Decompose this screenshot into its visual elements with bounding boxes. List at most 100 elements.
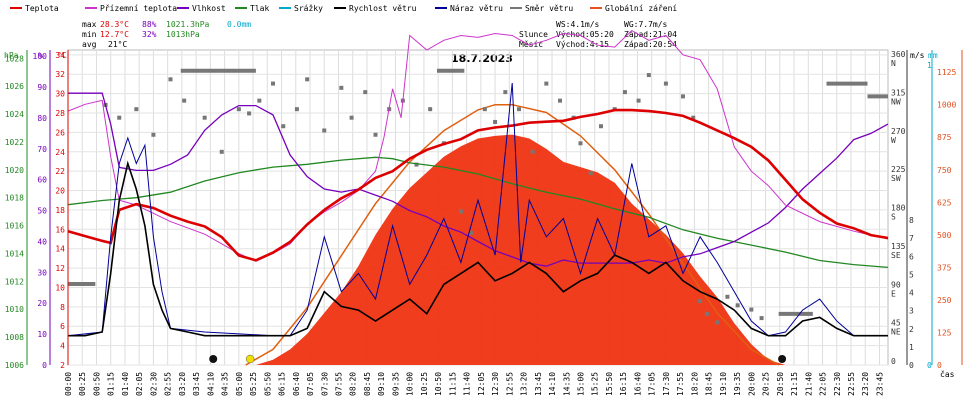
wind-direction-point [698,299,703,304]
tick-label-time: 23:45 [875,372,884,396]
series-wind-speed [68,160,888,337]
tick-label-time: 13:20 [520,372,529,396]
unit-mm: mm [928,51,938,60]
wind-direction-point [530,149,535,154]
wind-direction-point [636,98,641,103]
tick-label-hpa: 1016 [5,222,24,231]
legend-wind: Rychlost větru [349,4,417,13]
tick-label-time: 22:55 [847,372,856,396]
legend-solar: Globální záření [605,4,677,13]
wind-direction-point [715,320,720,325]
wind-direction-point [482,107,487,112]
tick-label-time: 12:05 [477,372,486,396]
legend-pressure: Tlak [250,4,269,13]
chart-title: 18.7.2023 [451,52,513,65]
stat-avg-temp: 21°C [108,40,127,49]
wind-direction-point [544,81,549,86]
tick-label-time: 05:50 [263,372,272,396]
tick-label-time: 19:10 [719,372,728,396]
wind-direction-point [749,307,754,312]
legend-humidity: Vlhkost [192,4,226,13]
tick-label-c: 28 [55,109,65,118]
legend-rain: Srážky [294,4,323,13]
wind-direction-point [305,77,310,82]
wind-direction-point [725,294,730,299]
info-sun-set: Západ:21:04 [624,30,677,39]
stat-min-press: 1013hPa [166,30,200,39]
wind-direction-point [493,119,498,124]
sunrise-marker [245,354,255,364]
tick-label-time: 11:15 [448,372,457,396]
wind-direction-point [151,132,156,137]
stat-max-hum: 88% [142,20,157,29]
tick-label-pct: 40 [37,237,47,246]
wind-direction-point [646,73,651,78]
tick-label-hpa: 1018 [5,194,24,203]
tick-label-ms: 8 [909,216,914,225]
stat-min-hum: 32% [142,30,157,39]
tick-label-dir-card: S [891,213,896,222]
wind-direction-point [622,90,627,95]
tick-label-pct: 50 [37,207,47,216]
tick-label-time: 00:00 [64,372,73,396]
tick-label-ms: 2 [909,325,914,334]
moonrise-marker [209,355,218,363]
tick-label-wm2: 125 [937,328,952,337]
wind-direction-point [271,81,275,86]
tick-label-dir: 180 [891,204,906,213]
unit-hpa: hPa [4,51,19,60]
wind-direction-point [117,115,122,120]
legend-ground: Přízemní teplota [100,4,177,13]
tick-label-time: 03:20 [178,372,187,396]
series-temperature [67,108,889,262]
tick-label-time: 17:05 [648,372,657,396]
stat-max-rain: 0.0mm [227,20,251,29]
tick-label-pct: 30 [37,268,47,277]
tick-label-time: 05:00 [235,372,244,396]
tick-label-time: 02:05 [135,372,144,396]
tick-label-c: 14 [55,245,65,254]
unit-ms: m/s [910,51,925,60]
tick-label-pct: 20 [37,299,47,308]
tick-label-hpa: 1028 [5,54,24,63]
stat-avg-label: avg [82,40,97,49]
wind-direction-point [182,98,187,103]
wind-direction-point [517,107,521,112]
tick-label-time: 21:40 [804,372,813,396]
unit-headers: hPa % °C m/s mm čas [4,51,955,379]
tick-label-c: 16 [55,225,65,234]
stats: max 28.3°C 88% 1021.3hPa 0.0mm min 12.7°… [82,20,251,49]
tick-label-dir: 90 [891,280,901,289]
tick-label-time: 10:25 [420,372,429,396]
unit-cas: čas [940,369,955,379]
tick-label-dir: 270 [891,127,906,136]
tick-label-pct: 90 [37,83,47,92]
tick-label-time: 14:35 [562,372,571,396]
tick-label-wm2: 500 [937,231,952,240]
tick-label-time: 09:10 [377,372,386,396]
tick-label-time: 13:45 [534,372,543,396]
wind-direction-point [373,132,378,137]
tick-label-mm: 1 [927,61,932,70]
tick-label-time: 00:25 [78,372,87,396]
tick-label-time: 10:50 [434,372,443,396]
tick-label-time: 15:00 [577,372,586,396]
tick-label-hpa: 1024 [5,110,24,119]
legend-gust: Náraz větru [450,4,503,13]
wind-direction-point [588,171,593,176]
stat-max-temp: 28.3°C [100,20,129,29]
tick-label-time: 15:50 [605,372,614,396]
tick-label-time: 21:15 [790,372,799,396]
tick-label-pct: 60 [37,176,47,185]
tick-label-pct: 80 [37,114,47,123]
tick-label-c: 8 [60,303,65,312]
tick-label-c: 4 [60,342,65,351]
tick-label-pct: 100 [33,52,48,61]
tick-label-c: 30 [55,90,65,99]
tick-label-dir-card: NE [891,328,901,337]
stat-max-press: 1021.3hPa [166,20,210,29]
tick-label-hpa: 1014 [5,249,24,258]
tick-label-hpa: 1008 [5,333,24,342]
